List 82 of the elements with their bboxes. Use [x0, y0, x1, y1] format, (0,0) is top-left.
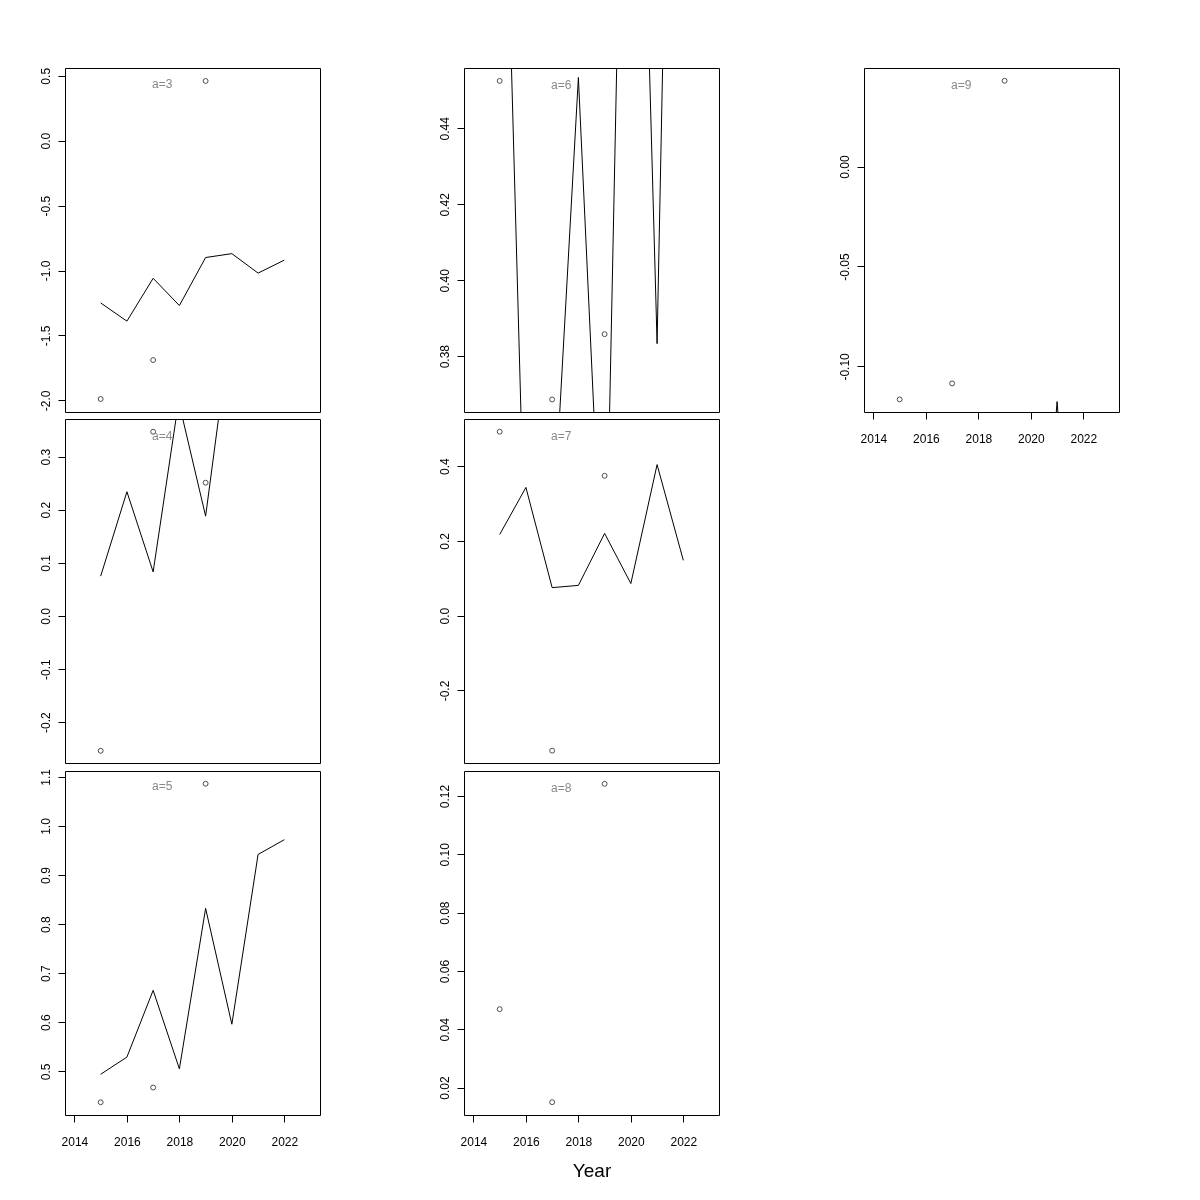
point: [549, 1099, 556, 1106]
y-tick-label: 0.38: [437, 344, 452, 369]
x-tick-label: 2020: [618, 1134, 646, 1149]
x-tick-label: 2014: [61, 1134, 89, 1149]
point: [1001, 77, 1008, 84]
line-series: [100, 253, 285, 322]
point: [896, 396, 903, 403]
x-tick-label: 2016: [114, 1134, 142, 1149]
point: [496, 428, 503, 435]
y-tick-label: 0.02: [437, 1076, 452, 1100]
point: [202, 78, 209, 84]
point: [601, 472, 608, 479]
y-tick-label: -1.0: [38, 260, 53, 282]
x-tick-label: 2016: [913, 431, 941, 446]
point: [601, 780, 608, 787]
y-tick-label: 0.7: [38, 965, 53, 983]
x-tick-label: 2016: [513, 1134, 541, 1149]
x-tick-label: 2014: [460, 1134, 488, 1149]
y-tick-label: 0.12: [437, 784, 452, 809]
line-series: [499, 464, 684, 589]
x-tick-label: 2022: [1070, 431, 1098, 446]
text: a=9: [951, 78, 972, 92]
point: [549, 747, 556, 754]
y-tick-label: 0.10: [437, 842, 452, 867]
point: [202, 479, 209, 486]
x-tick-label: 2018: [965, 431, 993, 446]
y-tick-label: -0.10: [837, 352, 852, 381]
point: [150, 1084, 157, 1091]
x-tick-label: 2022: [271, 1134, 299, 1149]
y-tick-label: -0.5: [38, 195, 53, 217]
y-tick-label: 1.0: [38, 817, 53, 835]
point: [496, 77, 503, 84]
x-tick-label: 2014: [860, 431, 888, 446]
y-tick-label: -0.2: [38, 711, 53, 733]
point: [97, 747, 104, 754]
y-tick-label: 0.2: [38, 501, 53, 519]
y-tick-label: -1.5: [38, 325, 53, 347]
x-tick-label: 2022: [670, 1134, 698, 1149]
y-tick-label: 0.08: [437, 901, 452, 925]
y-tick-label: -0.1: [38, 658, 53, 680]
text: a=4: [152, 429, 173, 443]
x-axis-title: Year: [572, 1159, 612, 1181]
y-tick-label: 1.1: [38, 768, 53, 786]
y-tick-label: 0.5: [38, 1063, 53, 1081]
text: a=5: [152, 778, 173, 793]
x-tick-label: 2018: [166, 1134, 194, 1149]
text: a=3: [152, 77, 173, 92]
text: a=8: [551, 781, 572, 795]
point: [97, 396, 104, 402]
y-tick-label: 0.2: [437, 532, 452, 550]
point: [601, 331, 608, 338]
point: [202, 780, 209, 787]
y-tick-label: 0.4: [437, 457, 452, 475]
y-tick-label: 0.44: [437, 116, 452, 141]
y-tick-label: 0.6: [38, 1014, 53, 1032]
x-tick-label: 2020: [1018, 431, 1046, 446]
x-tick-label: 2018: [565, 1134, 593, 1149]
y-tick-label: -0.05: [837, 252, 852, 281]
text: a=6: [551, 78, 572, 92]
y-tick-label: 0.5: [38, 67, 53, 85]
y-tick-label: 0.0: [38, 132, 53, 150]
y-tick-label: -0.2: [437, 680, 452, 702]
point: [949, 380, 956, 387]
y-tick-label: 0.0: [38, 607, 53, 625]
y-tick-label: 0.8: [38, 915, 53, 933]
y-tick-label: 0.0: [437, 607, 452, 625]
y-tick-label: 0.00: [837, 155, 852, 179]
text: a=7: [551, 429, 572, 443]
y-tick-label: 0.06: [437, 959, 452, 984]
point: [549, 396, 556, 403]
y-tick-label: 0.1: [38, 554, 53, 572]
y-tick-label: 0.9: [38, 866, 53, 884]
y-tick-label: 0.3: [38, 448, 53, 466]
y-tick-label: 0.40: [437, 268, 452, 293]
point: [496, 1006, 503, 1013]
point: [150, 357, 157, 364]
y-tick-label: 0.42: [437, 192, 452, 217]
point: [97, 1099, 104, 1106]
y-tick-label: 0.04: [437, 1017, 452, 1042]
line-series: [100, 839, 285, 1075]
y-tick-label: -2.0: [38, 390, 53, 412]
x-tick-label: 2020: [219, 1134, 247, 1149]
